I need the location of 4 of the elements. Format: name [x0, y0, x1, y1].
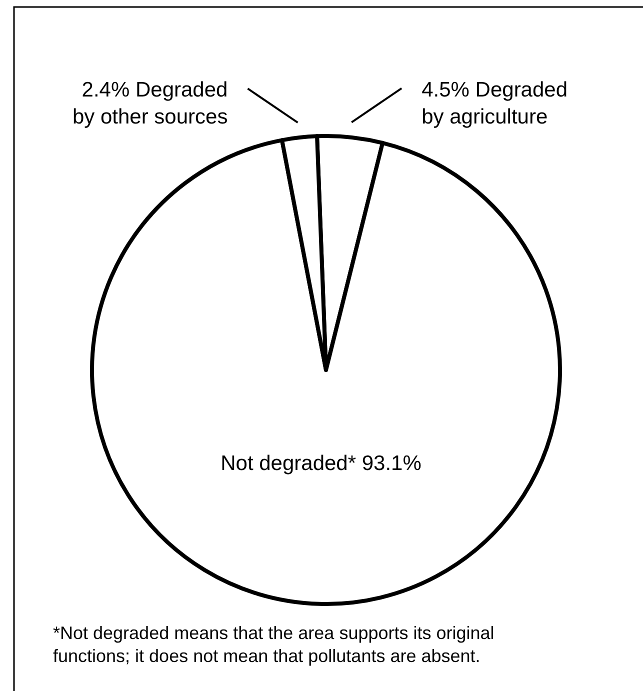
slice-label: Not degraded* 93.1% [220, 452, 422, 475]
text: *Not degraded means that the area supports its original functions; it does not mean that pollutants are absent. [53, 623, 494, 666]
slice-label: 4.5% Degraded by agriculture [422, 78, 568, 128]
slice-label: 2.4% Degraded by other sources [72, 78, 228, 129]
